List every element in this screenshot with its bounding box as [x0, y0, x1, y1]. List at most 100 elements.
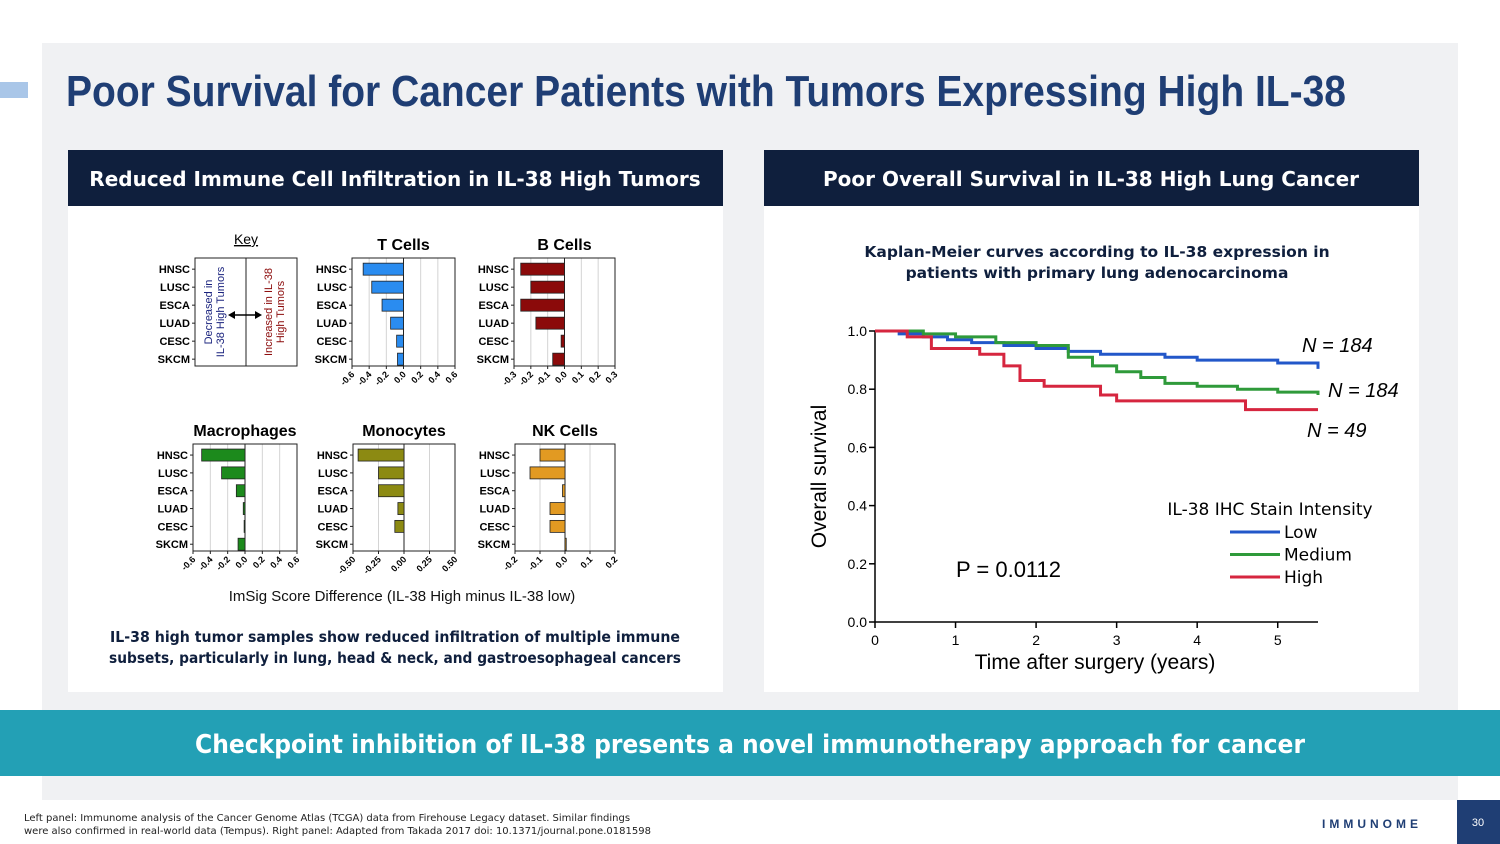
- right-header: [764, 150, 1419, 206]
- x-tick-label: 0: [871, 632, 879, 648]
- x-tick-label: 1: [952, 632, 960, 648]
- category-label: CESC: [317, 521, 348, 533]
- bar: [520, 262, 565, 276]
- bar: [396, 334, 404, 348]
- x-tick-label: 2: [1032, 632, 1040, 648]
- series-annotation: N = 49: [1307, 420, 1366, 442]
- bar: [390, 316, 404, 330]
- category-label: SKCM: [477, 354, 509, 366]
- legend-label: High: [1284, 568, 1323, 588]
- caption: subsets, particularly in lung, head & ne…: [109, 649, 681, 667]
- category-label: HNSC: [478, 264, 509, 276]
- left-header-text: Reduced Immune Cell Infiltration in IL-3…: [89, 167, 700, 191]
- chart-title: NK Cells: [532, 423, 598, 440]
- legend-label: Low: [1284, 523, 1318, 543]
- category-label: LUSC: [317, 282, 347, 294]
- footnote: were also confirmed in real-world data (…: [24, 826, 651, 837]
- y-tick-label: 1.0: [848, 323, 868, 339]
- key-title: Key: [234, 231, 258, 247]
- category-label: CESC: [159, 336, 190, 348]
- category-label: LUAD: [316, 318, 347, 330]
- category-label: SKCM: [158, 354, 190, 366]
- category-label: SKCM: [316, 539, 348, 551]
- survival-curve: [875, 329, 1318, 412]
- category-label: ESCA: [317, 486, 348, 498]
- right-header-text: Poor Overall Survival in IL-38 High Lung…: [823, 167, 1359, 191]
- x-tick-label: 3: [1113, 632, 1121, 648]
- p-value: P = 0.0112: [956, 557, 1061, 582]
- category-label: SKCM: [315, 354, 347, 366]
- bar: [520, 298, 565, 312]
- category-label: HNSC: [316, 264, 347, 276]
- x-axis-label: Time after surgery (years): [975, 651, 1216, 674]
- category-label: LUSC: [479, 282, 509, 294]
- category-label: HNSC: [159, 264, 190, 276]
- banner: [0, 710, 1500, 776]
- key-decreased: Decreased in: [203, 280, 215, 345]
- bar: [535, 316, 565, 330]
- x-tick-label: 5: [1274, 632, 1282, 648]
- category-label: SKCM: [478, 539, 510, 551]
- chart-title: Monocytes: [362, 423, 446, 440]
- bar: [235, 484, 246, 498]
- bar: [378, 466, 405, 480]
- y-tick-label: 0.2: [848, 556, 868, 572]
- slide-title: Poor Survival for Cancer Patients with T…: [66, 67, 1346, 116]
- bar: [397, 502, 405, 515]
- bar: [549, 519, 566, 533]
- category-label: ESCA: [159, 300, 190, 312]
- x-tick-label: 4: [1193, 632, 1201, 648]
- y-axis-label: Overall survival: [808, 405, 831, 549]
- category-label: LUSC: [318, 468, 348, 480]
- y-tick-label: 0.6: [848, 439, 868, 455]
- plot-box: [192, 443, 298, 552]
- arrow-head: [228, 311, 262, 319]
- y-tick-label: 0.4: [848, 498, 868, 514]
- bar: [201, 448, 246, 462]
- bar: [381, 298, 404, 312]
- bar: [221, 466, 246, 480]
- logo: IMMUNOME: [1322, 817, 1422, 831]
- bar: [394, 519, 405, 533]
- category-label: ESCA: [316, 300, 347, 312]
- right-panel: [764, 150, 1419, 692]
- bar: [562, 484, 566, 498]
- legend-label: Medium: [1284, 546, 1352, 566]
- bar: [560, 334, 565, 348]
- bar: [237, 537, 246, 551]
- page-number: 30: [1472, 817, 1484, 829]
- bar: [564, 537, 567, 551]
- category-label: LUAD: [479, 504, 510, 516]
- category-label: HNSC: [479, 450, 510, 462]
- x-axis-label: ImSig Score Difference (IL-38 High minus…: [229, 588, 576, 605]
- key-increased: Increased in IL-38: [263, 268, 275, 356]
- category-label: ESCA: [157, 486, 188, 498]
- y-tick-label: 0.0: [848, 614, 868, 630]
- category-label: CESC: [157, 521, 188, 533]
- banner-text: Checkpoint inhibition of IL-38 presents …: [195, 730, 1305, 760]
- bar: [539, 448, 566, 462]
- accent: [0, 82, 28, 98]
- bar: [529, 466, 566, 480]
- key-decreased: IL-38 High Tumors: [215, 266, 227, 357]
- page-number-box: [1457, 800, 1500, 844]
- category-label: LUAD: [478, 318, 509, 330]
- plot-box: [513, 257, 616, 367]
- y-tick-label: 0.8: [848, 381, 868, 397]
- bar: [357, 448, 405, 462]
- bar: [371, 280, 404, 294]
- category-label: CESC: [479, 521, 510, 533]
- category-label: LUSC: [160, 282, 190, 294]
- chart-title: B Cells: [537, 237, 591, 254]
- series-annotation: N = 184: [1302, 335, 1373, 357]
- footnote: Left panel: Immunome analysis of the Can…: [24, 813, 630, 824]
- bar: [530, 280, 565, 294]
- plot-box: [514, 443, 616, 552]
- category-label: ESCA: [479, 486, 510, 498]
- chart-title: T Cells: [377, 237, 430, 254]
- bar: [362, 262, 404, 276]
- caption: IL-38 high tumor samples show reduced in…: [110, 628, 680, 646]
- category-label: CESC: [478, 336, 509, 348]
- category-label: LUAD: [157, 504, 188, 516]
- category-label: SKCM: [156, 539, 188, 551]
